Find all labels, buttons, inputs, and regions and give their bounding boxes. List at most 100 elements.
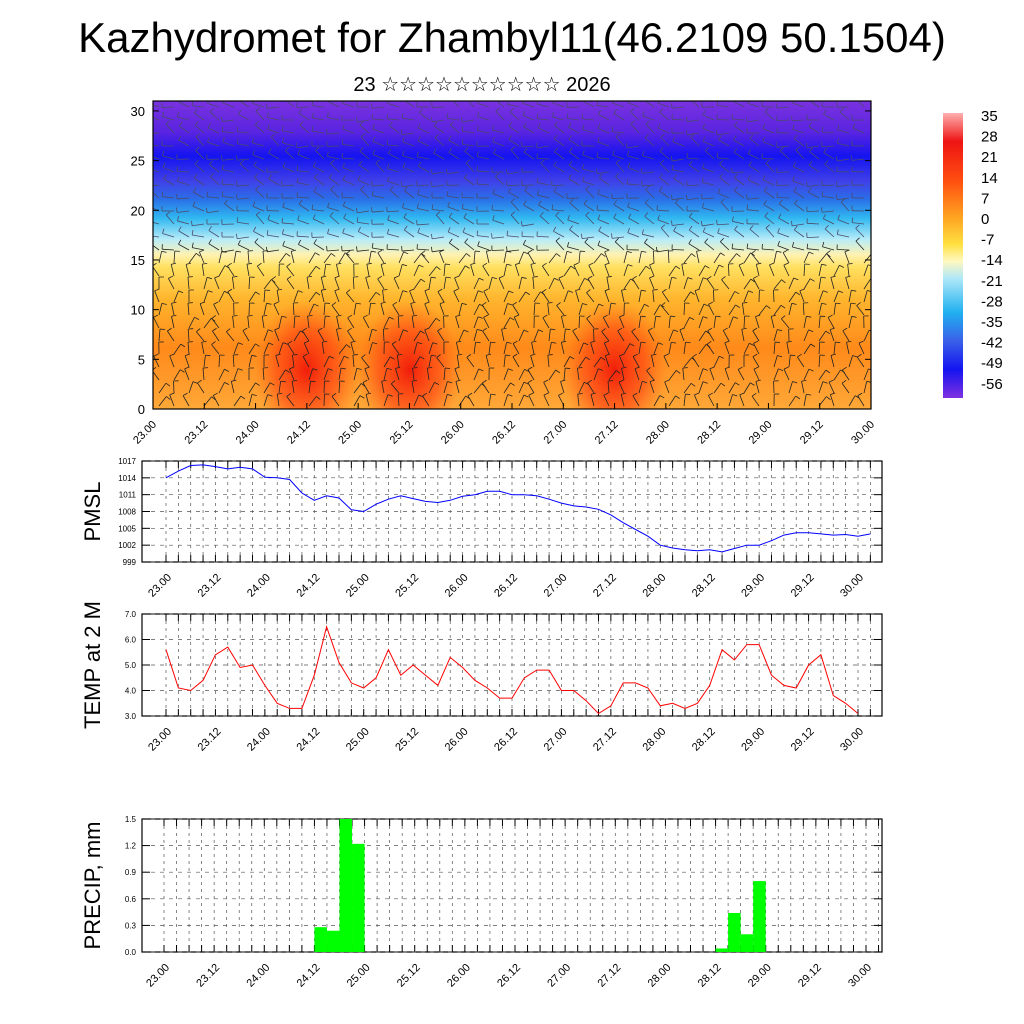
wind-barb-flag: [820, 276, 826, 279]
wind-barb-staff: [218, 354, 221, 368]
wind-barb: [381, 379, 387, 394]
wind-barb: [323, 315, 331, 329]
x-tick-label: 27.00: [545, 962, 573, 990]
wind-barb-flag: [527, 366, 533, 370]
wind-barb-staff: [683, 394, 686, 407]
wind-barb-staff: [503, 355, 506, 368]
wind-barb-staff: [437, 330, 445, 342]
wind-barb-staff: [597, 245, 610, 251]
wind-barb-flag: [550, 328, 556, 331]
wind-barb-flag: [570, 265, 576, 270]
wind-barb-flag: [402, 264, 408, 267]
wind-barb-staff: [432, 119, 445, 123]
wind-barb: [177, 216, 190, 225]
wind-barb: [416, 203, 430, 212]
wind-barb-staff: [410, 303, 415, 316]
wind-barb-staff: [845, 277, 850, 290]
wind-barb-flag: [573, 262, 579, 266]
wind-barb-flag: [463, 329, 469, 333]
wind-barb: [555, 237, 565, 251]
wind-barb-flag: [536, 177, 539, 183]
wind-barb: [752, 275, 760, 290]
wind-barb: [173, 369, 185, 381]
wind-barb-flag: [436, 354, 441, 358]
wind-barb-staff: [334, 290, 340, 303]
wind-barb-flag: [314, 173, 318, 178]
wind-barb: [728, 394, 738, 407]
wind-barb: [299, 121, 310, 134]
wind-barb-flag: [809, 147, 813, 152]
colorbar-label: 28: [981, 129, 998, 146]
wind-barb-flag: [617, 327, 623, 332]
wind-barb-staff: [201, 264, 205, 277]
wind-barb-staff: [716, 223, 730, 226]
wind-barb-flag: [794, 134, 798, 140]
wind-barb: [765, 224, 775, 238]
wind-barb-flag: [845, 275, 851, 278]
wind-barb-staff: [192, 205, 205, 212]
wind-barb: [268, 174, 280, 186]
wind-barb: [402, 162, 415, 173]
wind-barb-flag: [702, 110, 706, 116]
wind-barb: [668, 341, 677, 355]
wind-barb-flag: [542, 314, 548, 319]
wind-barb-flag: [649, 275, 655, 279]
wind-barb: [158, 382, 171, 394]
wind-barb-flag: [206, 191, 208, 197]
wind-barb-staff: [777, 245, 790, 251]
wind-barb-flag: [821, 191, 824, 197]
wind-barb-staff: [615, 162, 625, 173]
wind-barb: [436, 354, 445, 368]
wind-barb-staff: [256, 265, 265, 277]
wind-barb-staff: [770, 316, 775, 329]
wind-barb: [585, 211, 595, 225]
wind-barb: [731, 167, 745, 174]
wind-barb-staff: [173, 343, 182, 355]
wind-barb-staff: [447, 117, 460, 121]
wind-barb-staff: [855, 240, 865, 251]
wind-barb-flag: [282, 137, 285, 143]
wind-barb-staff: [830, 355, 835, 368]
wind-barb: [803, 315, 812, 329]
wind-barb: [505, 169, 520, 175]
wind-barb-flag: [872, 254, 876, 257]
wind-barb-staff: [360, 189, 370, 199]
wind-barb: [655, 246, 670, 253]
wind-barb-staff: [818, 330, 827, 342]
wind-barb: [302, 353, 310, 368]
wind-barb-flag: [523, 329, 529, 333]
wind-barb: [397, 315, 404, 329]
wind-barb-staff: [709, 368, 715, 381]
wind-barb-flag: [777, 240, 780, 246]
wind-barb: [187, 302, 193, 316]
wind-barb-staff: [296, 235, 310, 238]
x-tick-label: 23.00: [146, 572, 174, 600]
wind-barb: [182, 392, 190, 407]
y-tick-label: 1017: [118, 457, 136, 466]
wind-barb-flag: [547, 302, 553, 304]
wind-barb-staff: [462, 130, 475, 134]
wind-barb-flag: [236, 138, 239, 144]
wind-barb-flag: [830, 392, 836, 395]
wind-barb-staff: [858, 342, 865, 355]
wind-barb: [718, 135, 730, 147]
wind-barb-staff: [623, 343, 631, 355]
wind-barb: [778, 199, 790, 212]
wind-barb: [538, 200, 550, 212]
wind-barb-staff: [342, 102, 355, 108]
wind-barb-staff: [421, 253, 430, 264]
wind-barb-flag: [842, 327, 848, 332]
wind-barb-flag: [690, 382, 696, 387]
wind-barb-flag: [738, 262, 744, 266]
wind-barb-staff: [702, 231, 715, 238]
wind-barb: [308, 291, 321, 303]
y-tick-label: 0.0: [125, 948, 137, 957]
wind-barb-staff: [773, 368, 779, 381]
y-tick-label: 0.3: [125, 921, 137, 930]
wind-barb: [323, 263, 331, 277]
wind-barb-staff: [303, 342, 310, 355]
wind-barb: [540, 159, 550, 173]
wind-barb-staff: [197, 382, 205, 394]
wind-barb: [661, 302, 670, 316]
